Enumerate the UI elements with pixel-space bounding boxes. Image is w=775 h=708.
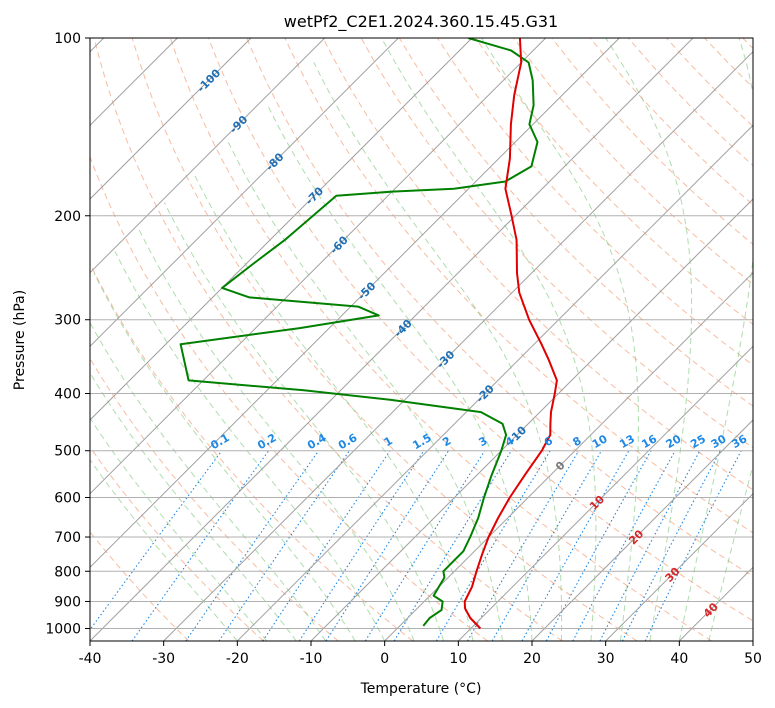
x-tick-label: 0 [380,651,389,667]
y-tick-label: 300 [54,313,81,329]
x-tick-label: 40 [670,651,688,667]
isotherm-line [384,271,753,641]
dry-adiabat-line [90,357,339,641]
y-tick-label: 800 [54,564,81,580]
dry-adiabat-line [246,38,753,578]
moist-adiabat-line [678,38,753,641]
moist-adiabat-line [381,38,597,641]
dry-adiabat-line [284,38,753,534]
mixing-ratio-line [644,450,742,641]
dry-adiabat-line [90,446,264,641]
mixing-ratio-line [545,450,652,641]
isotherm-line [90,38,326,274]
mixing-ratio-line [298,450,425,641]
moist-adiabat-line [480,38,639,641]
y-tick-label: 900 [54,594,81,610]
y-tick-label: 600 [54,490,81,506]
x-tick-label: -40 [79,651,102,667]
x-tick-label: -10 [300,651,323,667]
mixing-ratio-line [521,450,630,641]
isotherm-line [531,419,753,641]
dry-adiabat-line [208,38,753,622]
isotherm-line [605,492,753,641]
y-axis-title: Pressure (hPa) [12,290,28,390]
y-tick-label: 100 [54,31,81,47]
dewpoint-profile-line [179,38,539,627]
isotherm-line [163,50,753,641]
mixing-ratio-line [364,450,486,641]
mixing-ratio-line [218,450,350,641]
axes: -40 -30 -20 -10 0 10 20 30 40 50 100 200 300 400 500 60… [45,31,762,667]
isotherm-line [310,198,753,641]
dry-adiabat-line [322,38,753,491]
moist-adiabat-line [93,272,356,641]
isotherm-line [90,38,620,569]
moist-adiabat-line [164,202,445,641]
mixing-ratio-line [185,450,320,641]
x-tick-label: 50 [744,651,762,667]
dry-adiabat-line [475,38,753,325]
x-tick-label: 30 [597,651,615,667]
y-tick-label: 700 [54,530,81,546]
dry-adiabat-line [131,38,638,641]
moist-adiabat-line [90,458,238,641]
plot-frame [89,37,754,642]
isotherm-line [90,38,252,200]
isotherm-line [90,38,694,641]
x-tick-label: 10 [449,651,467,667]
moist-adiabat-line [267,105,533,641]
mixing-ratio-line [90,450,223,631]
moist-adiabat-line [137,228,415,641]
dry-adiabat-line [513,38,753,285]
isotherm-line [90,38,473,421]
mixing-ratio-line [325,450,450,641]
chart-title: wetPf2_C2E1.2024.360.15.45.G31 [284,12,558,32]
y-tick-label: 1000 [45,621,81,637]
dry-adiabat-line [169,38,712,641]
x-axis-title: Temperature (°C) [360,681,482,697]
x-tick-label: 20 [523,651,541,667]
temperature-profile-line [463,38,558,630]
mixing-ratio-line [621,450,721,641]
moist-adiabat-line [90,417,268,641]
isotherm-line [90,38,547,495]
isotherm-line [457,345,753,641]
y-tick-label: 200 [54,209,81,225]
moist-adiabat-line [605,38,693,641]
moist-adiabat-line [313,62,563,641]
y-tick-label: 400 [54,387,81,403]
moist-adiabat-line [708,463,753,641]
dry-adiabat-line [93,38,563,641]
isotherm-line [90,38,399,348]
moist-adiabat-line [193,173,474,641]
x-tick-label: -30 [152,651,175,667]
dry-adiabat-line [90,262,414,641]
y-tick-label: 500 [54,444,81,460]
x-tick-label: -20 [226,651,249,667]
mixing-ratio-line [262,450,391,641]
